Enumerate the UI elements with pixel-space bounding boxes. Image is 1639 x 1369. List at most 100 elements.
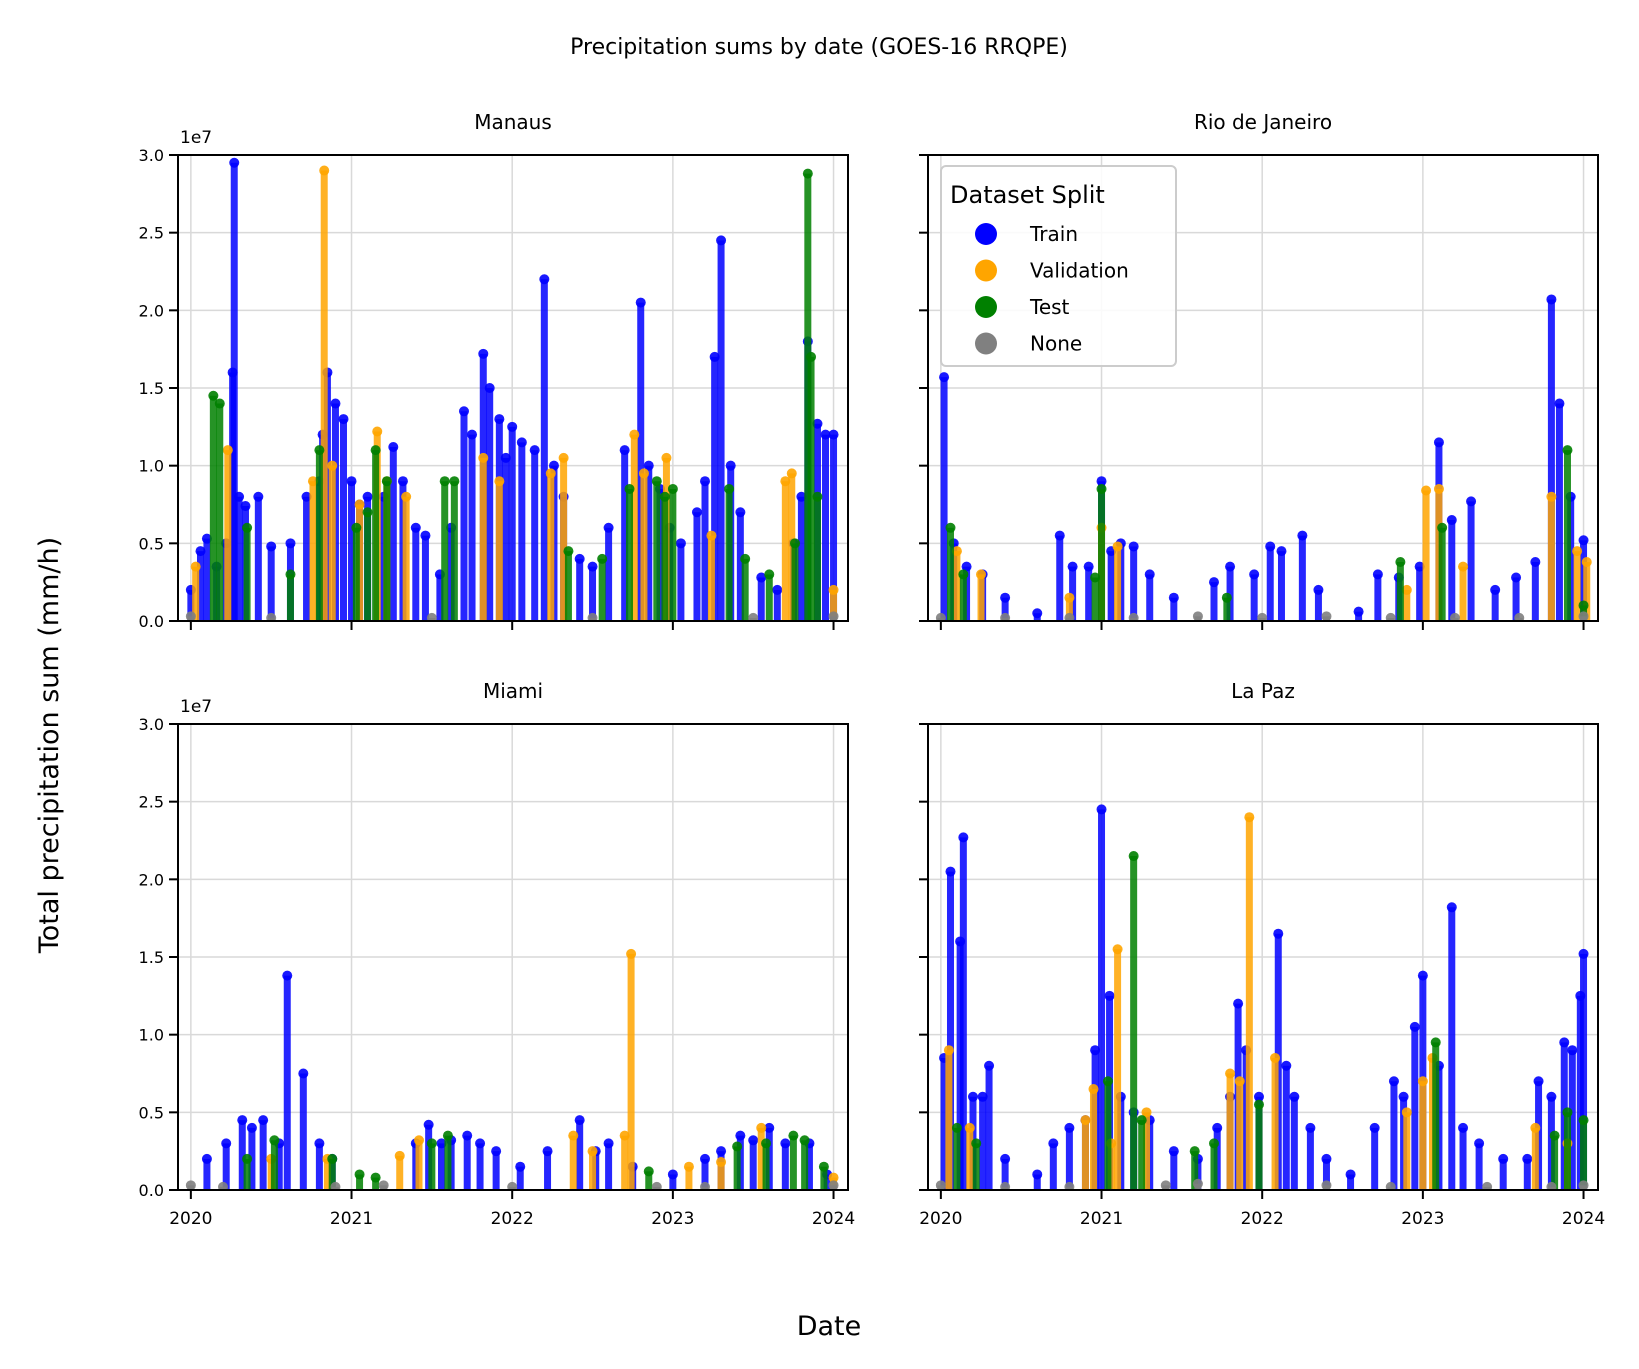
data-point: [786, 468, 797, 479]
data-point: [208, 390, 219, 401]
data-point: [716, 1157, 727, 1168]
data-point: [1297, 530, 1308, 541]
data-point: [716, 235, 727, 246]
data-point: [1549, 1130, 1560, 1141]
data-point: [732, 1141, 743, 1152]
data-point: [828, 1172, 839, 1183]
data-point: [282, 970, 293, 981]
data-point: [1000, 592, 1011, 603]
data-point: [945, 522, 956, 533]
data-point: [587, 561, 598, 572]
data-point: [494, 414, 505, 425]
data-point: [1212, 1122, 1223, 1133]
data-point: [1168, 1146, 1179, 1157]
y-tick-label: 0.5: [139, 534, 164, 553]
data-point: [643, 1166, 654, 1177]
data-point: [748, 612, 759, 621]
data-point: [458, 406, 469, 417]
x-tick-label: 2020: [919, 1209, 962, 1229]
data-point: [772, 584, 783, 595]
data-point: [724, 483, 735, 494]
data-point: [201, 533, 212, 544]
series-none: [935, 611, 1589, 621]
data-point: [951, 546, 962, 557]
data-point: [1546, 294, 1557, 305]
legend-marker: [975, 223, 997, 245]
data-point: [217, 1181, 228, 1190]
data-point: [221, 1138, 232, 1149]
data-point: [725, 460, 736, 471]
x-tick-label: 2023: [651, 1209, 694, 1229]
data-point: [397, 476, 408, 487]
data-point: [253, 491, 264, 502]
data-point: [961, 561, 972, 572]
data-point: [242, 1153, 253, 1164]
y-tick-label: 0.0: [139, 1181, 164, 1200]
data-point: [467, 429, 478, 440]
data-point: [1249, 569, 1260, 580]
data-point: [1466, 496, 1477, 507]
data-point: [796, 491, 807, 502]
data-point: [651, 1181, 662, 1190]
data-point: [1112, 541, 1123, 552]
data-point: [185, 611, 196, 621]
series-none: [185, 611, 839, 621]
legend-label: Train: [1029, 222, 1078, 246]
data-point: [563, 546, 574, 557]
data-point: [748, 1135, 759, 1146]
data-point: [436, 1138, 447, 1149]
data-point: [1559, 1037, 1570, 1048]
data-point: [190, 561, 201, 572]
data-point: [1388, 1076, 1399, 1087]
y-tick-label: 1.5: [139, 948, 164, 967]
data-point: [507, 421, 518, 432]
data-point: [1144, 569, 1155, 580]
data-point: [1345, 1169, 1356, 1180]
data-point: [319, 165, 330, 176]
data-point: [475, 1138, 486, 1149]
data-point: [1270, 1052, 1281, 1063]
data-point: [1430, 1037, 1441, 1048]
data-point: [1192, 611, 1203, 621]
data-point: [943, 1045, 954, 1056]
data-point: [426, 612, 437, 621]
data-point: [1530, 1122, 1541, 1133]
data-point: [1433, 483, 1444, 494]
legend-item-none: None: [975, 332, 1082, 356]
data-point: [330, 1181, 341, 1190]
data-point: [1578, 600, 1589, 611]
data-point: [1192, 1178, 1203, 1189]
data-point: [539, 274, 550, 285]
plot-area-la-paz: [935, 804, 1589, 1190]
data-point: [761, 1138, 772, 1149]
y-tick-label: 2.5: [139, 793, 164, 812]
data-point: [700, 476, 711, 487]
data-point: [667, 1169, 678, 1180]
data-point: [214, 398, 225, 409]
data-point: [558, 452, 569, 463]
data-point: [449, 476, 460, 487]
data-point: [362, 507, 373, 518]
data-point: [828, 584, 839, 595]
plot-area-miami: [185, 948, 839, 1190]
data-point: [362, 491, 373, 502]
data-point: [381, 476, 392, 487]
y-tick-label: 1.0: [139, 457, 164, 476]
data-point: [1369, 1122, 1380, 1133]
y-tick-label: 3.0: [139, 715, 164, 734]
data-point: [1064, 1181, 1075, 1190]
data-point: [222, 445, 233, 456]
data-point: [574, 1115, 585, 1126]
data-point: [351, 522, 362, 533]
data-point: [1567, 1045, 1578, 1056]
data-point: [651, 476, 662, 487]
data-point: [964, 1122, 975, 1133]
data-point: [1253, 1091, 1264, 1102]
series-test: [945, 445, 1589, 621]
data-point: [1578, 535, 1589, 546]
plot-area-manaus: [185, 157, 839, 621]
data-point: [789, 538, 800, 549]
legend-item-train: Train: [975, 222, 1078, 246]
data-point: [1546, 491, 1557, 502]
data-point: [237, 1115, 248, 1126]
